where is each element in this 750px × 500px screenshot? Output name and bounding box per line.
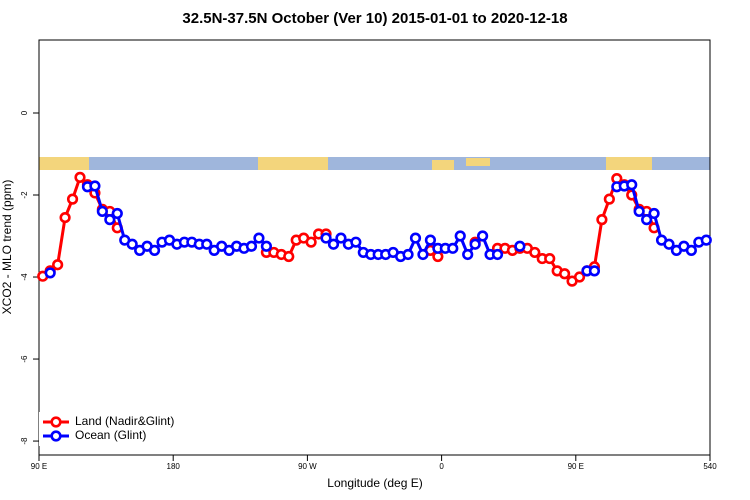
point bbox=[260, 240, 272, 252]
point bbox=[544, 252, 556, 265]
land-strip bbox=[432, 160, 454, 170]
x-tick-label: 0 bbox=[439, 462, 444, 471]
point bbox=[96, 205, 108, 218]
x-tick-label: 90 E bbox=[568, 462, 584, 471]
point bbox=[44, 267, 56, 279]
point bbox=[74, 171, 86, 183]
point bbox=[52, 259, 64, 271]
point bbox=[447, 242, 459, 254]
x-axis-label: Longitude (deg E) bbox=[327, 476, 422, 490]
legend-label: Land (Nadir&Glint) bbox=[75, 414, 174, 428]
point bbox=[402, 248, 414, 261]
point bbox=[111, 207, 123, 220]
point bbox=[641, 214, 653, 226]
legend bbox=[39, 412, 184, 446]
point bbox=[700, 234, 712, 246]
point bbox=[685, 244, 697, 256]
point bbox=[626, 179, 638, 191]
point bbox=[327, 238, 340, 250]
land-strip bbox=[258, 157, 328, 170]
point bbox=[335, 232, 347, 244]
point bbox=[350, 236, 362, 248]
point bbox=[245, 240, 258, 252]
point bbox=[559, 268, 571, 280]
point bbox=[477, 230, 489, 242]
land-strip bbox=[606, 157, 652, 170]
land-ocean-strip bbox=[39, 157, 710, 170]
point bbox=[633, 205, 645, 218]
plot-frame bbox=[38, 39, 711, 456]
point bbox=[59, 211, 71, 224]
point bbox=[201, 238, 213, 250]
point bbox=[66, 193, 79, 205]
point bbox=[320, 232, 332, 244]
point bbox=[148, 244, 161, 256]
point bbox=[305, 236, 317, 248]
x-tick-label: 90 W bbox=[298, 462, 317, 471]
point bbox=[663, 238, 675, 250]
point bbox=[126, 238, 138, 250]
point bbox=[89, 180, 101, 192]
y-axis-label: XCO2 - MLO trend (ppm) bbox=[0, 180, 14, 315]
point bbox=[283, 250, 295, 263]
chart-title: 32.5N-37.5N October (Ver 10) 2015-01-01 … bbox=[182, 10, 567, 27]
x-tick-label: 180 bbox=[167, 462, 181, 471]
legend-label: Ocean (Glint) bbox=[75, 428, 146, 442]
point bbox=[104, 214, 116, 226]
y-tick-label: -2 bbox=[20, 191, 29, 199]
y-tick-label: -8 bbox=[20, 437, 29, 445]
point bbox=[514, 240, 526, 252]
y-tick-label: -4 bbox=[20, 273, 29, 281]
legend-marker bbox=[50, 416, 62, 428]
point bbox=[253, 232, 265, 244]
y-tick-label: 0 bbox=[20, 110, 29, 115]
point bbox=[409, 232, 422, 244]
point bbox=[529, 246, 541, 259]
point bbox=[469, 238, 481, 250]
x-tick-label: 90 E bbox=[31, 462, 47, 471]
x-tick-label: 540 bbox=[703, 462, 717, 471]
point bbox=[596, 214, 608, 226]
land-strip bbox=[466, 158, 490, 166]
point bbox=[603, 193, 615, 205]
point bbox=[491, 248, 504, 261]
legend-marker bbox=[50, 430, 62, 442]
ocean-strip bbox=[39, 157, 710, 170]
point bbox=[462, 248, 474, 261]
point bbox=[424, 234, 437, 246]
point bbox=[648, 207, 660, 220]
point bbox=[573, 271, 586, 283]
point bbox=[417, 248, 429, 261]
y-tick-label: -6 bbox=[20, 355, 29, 363]
point bbox=[588, 265, 601, 277]
land-strip bbox=[39, 157, 89, 170]
point bbox=[454, 230, 466, 242]
